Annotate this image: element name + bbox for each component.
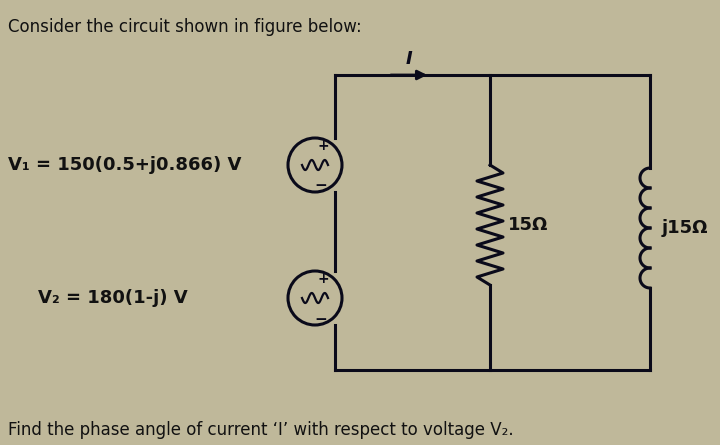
Text: Find the phase angle of current ‘I’ with respect to voltage V₂.: Find the phase angle of current ‘I’ with…: [8, 421, 513, 439]
Text: I: I: [405, 50, 413, 68]
Text: +: +: [318, 139, 329, 153]
Text: +: +: [318, 272, 329, 286]
Text: −: −: [315, 312, 328, 327]
Text: j15Ω: j15Ω: [662, 219, 708, 237]
Text: Consider the circuit shown in figure below:: Consider the circuit shown in figure bel…: [8, 18, 361, 36]
Text: −: −: [315, 178, 328, 194]
Text: V₁ = 150(0.5+j0.866) V: V₁ = 150(0.5+j0.866) V: [8, 156, 241, 174]
Text: 15Ω: 15Ω: [508, 216, 549, 234]
Text: V₂ = 180(1-j) V: V₂ = 180(1-j) V: [38, 289, 188, 307]
